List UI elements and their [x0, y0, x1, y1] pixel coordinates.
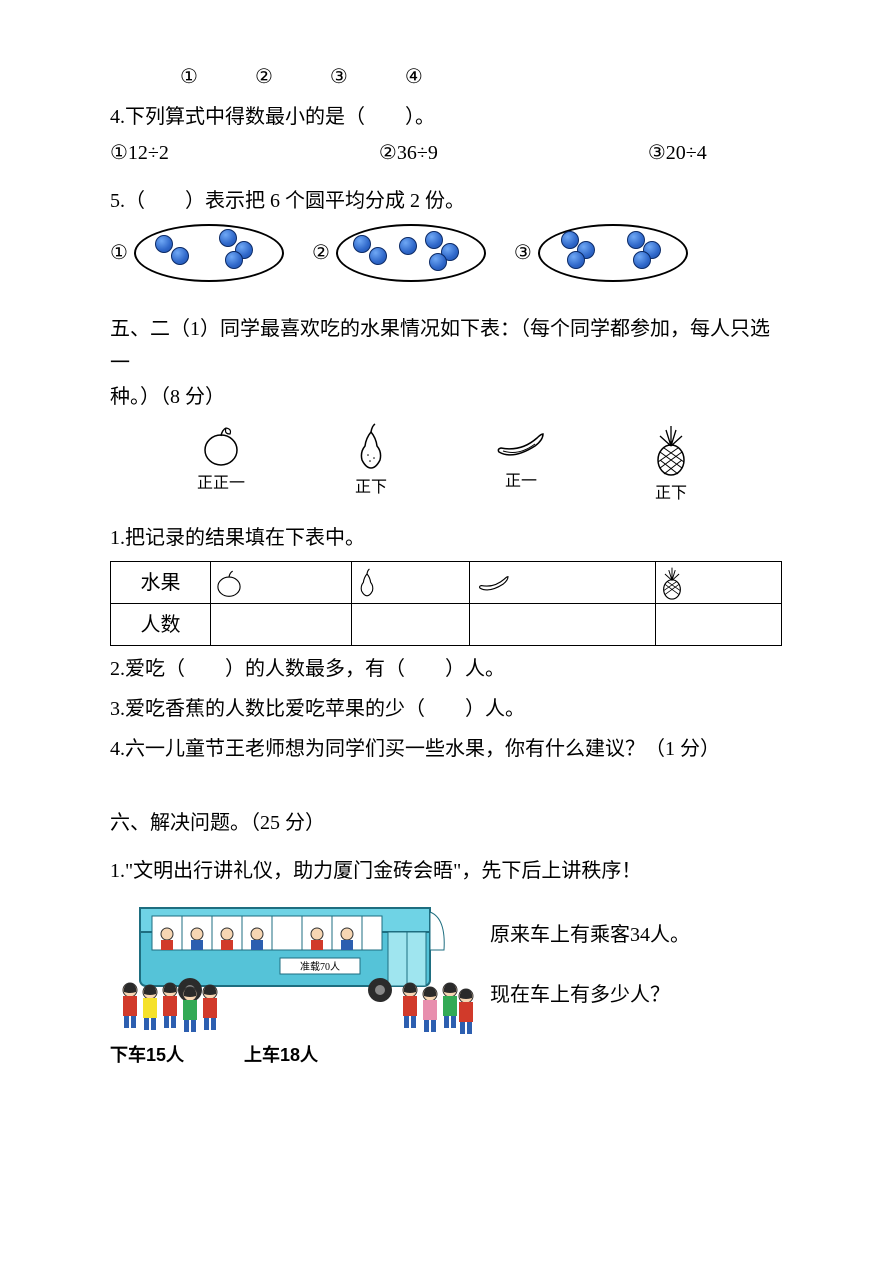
q4-opt1: ①12÷2 — [110, 136, 169, 170]
bus-illustration: 准载70人 — [110, 898, 480, 1071]
sec6-heading: 六、解决问题。（25 分） — [110, 806, 782, 840]
sec5-q3: 3.爱吃香蕉的人数比爱吃苹果的少（ ）人。 — [110, 692, 782, 726]
bus-off-label: 下车15人 — [110, 1040, 184, 1071]
circle-dot — [567, 251, 585, 269]
circle-dot — [561, 231, 579, 249]
pear-icon — [348, 422, 394, 472]
q5-ellipse-3 — [538, 224, 688, 282]
fruit-banana: 正一 — [476, 422, 566, 507]
tally-banana: 正一 — [505, 468, 537, 495]
q4-opt2: ②36÷9 — [379, 136, 438, 170]
circle-dot — [633, 251, 651, 269]
table-header-fruit: 水果 — [111, 562, 211, 604]
people-off-icon — [123, 983, 217, 1032]
circled-number-row: ① ② ③ ④ — [110, 60, 782, 94]
circle-dot — [627, 231, 645, 249]
table-cell-pear — [351, 562, 469, 604]
table-cell-pineapple — [656, 562, 782, 604]
circle-dot — [171, 247, 189, 265]
fruit-pineapple: 正下 — [626, 422, 716, 507]
q5-options: ① ② ③ — [110, 224, 782, 282]
tally-pear: 正下 — [355, 474, 387, 501]
circle-dot — [155, 235, 173, 253]
q4-opt3: ③20÷4 — [648, 136, 707, 170]
bus-icon: 准载70人 — [110, 898, 480, 1038]
q5-label-3: ③ — [514, 236, 532, 270]
sec5-q1: 1.把记录的结果填在下表中。 — [110, 521, 782, 555]
bus-side-text-1: 原来车上有乘客34人。 — [490, 918, 782, 952]
circ-4: ④ — [405, 60, 423, 94]
table-blank — [351, 604, 469, 646]
fruit-apple: 正正一 — [176, 422, 266, 507]
q5-text: 5.（ ）表示把 6 个圆平均分成 2 份。 — [110, 184, 782, 218]
tally-pineapple: 正下 — [655, 480, 687, 507]
fruit-tally-row: 正正一 正下 正一 正下 — [110, 422, 782, 507]
sec5-heading-b: 种。）（8 分） — [110, 380, 782, 414]
circle-dot — [225, 251, 243, 269]
sec6-q1: 1."文明出行讲礼仪，助力厦门金砖会晤"，先下后上讲秩序！ — [110, 854, 782, 888]
sec5-q2: 2.爱吃（ ）的人数最多，有（ ）人。 — [110, 652, 782, 686]
bus-on-label: 上车18人 — [244, 1040, 318, 1071]
q4-text: 4.下列算式中得数最小的是（ ）。 — [110, 100, 782, 134]
table-header-count: 人数 — [111, 604, 211, 646]
apple-icon — [198, 422, 244, 468]
pineapple-icon — [648, 422, 694, 478]
circ-2: ② — [255, 60, 273, 94]
tally-apple: 正正一 — [197, 470, 245, 497]
table-blank — [211, 604, 352, 646]
q5-ellipse-1 — [134, 224, 284, 282]
circ-1: ① — [180, 60, 198, 94]
banana-icon — [491, 422, 551, 466]
circle-dot — [353, 235, 371, 253]
table-row: 水果 — [111, 562, 782, 604]
table-blank — [656, 604, 782, 646]
q5-label-1: ① — [110, 236, 128, 270]
circ-3: ③ — [330, 60, 348, 94]
people-on-icon — [403, 983, 473, 1034]
circle-dot — [399, 237, 417, 255]
bus-side-text-2: 现在车上有多少人？ — [490, 978, 782, 1012]
table-blank — [469, 604, 656, 646]
sec5-heading-a: 五、二（1）同学最喜欢吃的水果情况如下表：（每个同学都参加，每人只选一 — [110, 312, 782, 380]
circle-dot — [369, 247, 387, 265]
circle-dot — [429, 253, 447, 271]
circle-dot — [425, 231, 443, 249]
sec5-q4: 4.六一儿童节王老师想为同学们买一些水果，你有什么建议？（1 分） — [110, 732, 782, 766]
q4-options: ①12÷2 ②36÷9 ③20÷4 — [110, 136, 782, 170]
table-cell-apple — [211, 562, 352, 604]
table-row: 人数 — [111, 604, 782, 646]
q5-label-2: ② — [312, 236, 330, 270]
fruit-table: 水果 人数 — [110, 561, 782, 646]
circle-dot — [219, 229, 237, 247]
table-cell-banana — [469, 562, 656, 604]
fruit-pear: 正下 — [326, 422, 416, 507]
q5-ellipse-2 — [336, 224, 486, 282]
bus-sign-label: 准载70人 — [300, 961, 340, 973]
